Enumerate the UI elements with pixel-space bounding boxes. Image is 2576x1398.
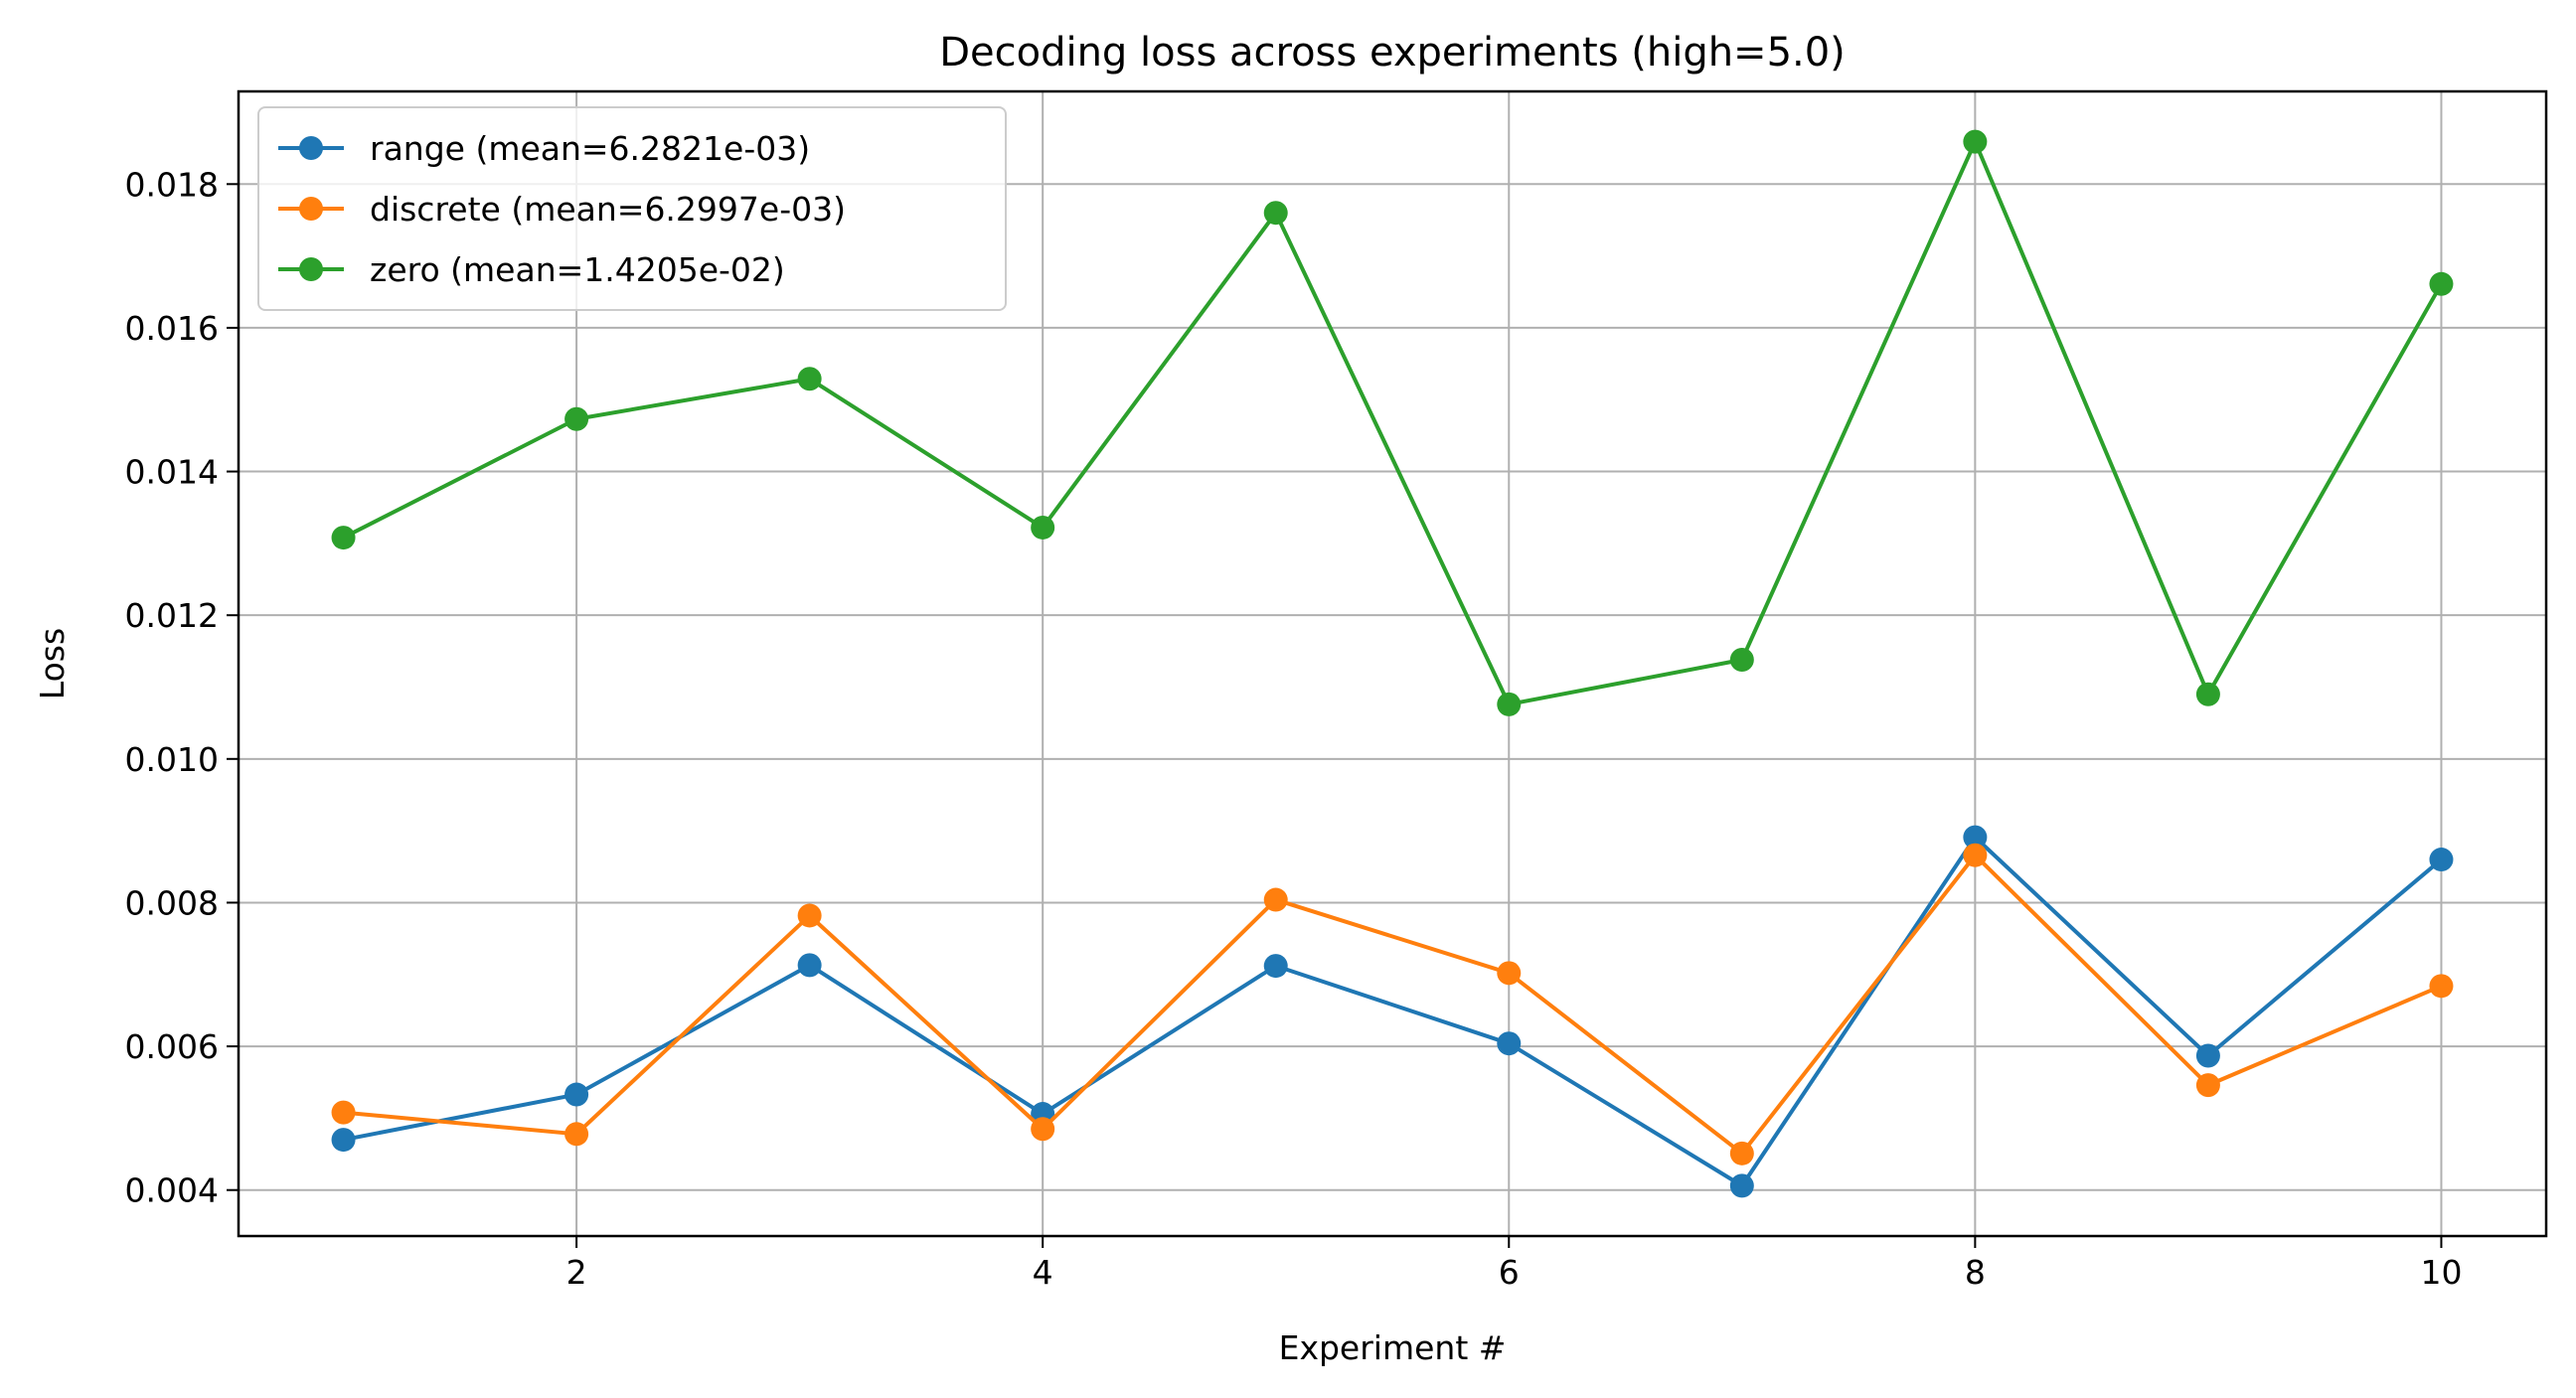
legend-marker (299, 197, 323, 221)
data-point (1729, 648, 1754, 673)
x-axis-label: Experiment # (1279, 1328, 1507, 1367)
y-tick-label: 0.016 (125, 309, 219, 348)
y-tick-label: 0.010 (125, 740, 219, 779)
y-axis: 0.004 0.006 0.008 0.010 0.012 0.014 0.016 0.018 (125, 165, 239, 1210)
x-tick-label: 2 (566, 1253, 587, 1292)
legend-item: discrete (mean=6.2997e-03) (278, 190, 846, 229)
data-point (1963, 843, 1988, 867)
data-point (564, 1082, 589, 1107)
data-point (2429, 848, 2454, 872)
series-lines (331, 129, 2454, 1198)
data-point (331, 1100, 356, 1125)
data-point (1963, 825, 1988, 850)
data-point (1263, 954, 1288, 979)
data-point (2195, 1073, 2220, 1098)
y-tick-label: 0.014 (125, 453, 219, 492)
data-point (331, 526, 356, 550)
legend-label: range (mean=6.2821e-03) (370, 129, 810, 168)
legend-item: zero (mean=1.4205e-02) (278, 250, 785, 289)
data-point (1497, 692, 1522, 716)
data-point (2429, 271, 2454, 296)
y-axis-label: Loss (33, 628, 72, 699)
data-point (331, 1128, 356, 1153)
x-tick-label: 4 (1033, 1253, 1053, 1292)
y-tick-label: 0.018 (125, 165, 219, 204)
legend: range (mean=6.2821e-03) discrete (mean=6.… (257, 106, 1007, 311)
series-0 (331, 825, 2454, 1198)
series-line (342, 139, 2444, 706)
y-tick-label: 0.004 (125, 1171, 219, 1210)
data-point (2429, 974, 2454, 999)
data-point (564, 1122, 589, 1147)
data-point (1263, 887, 1288, 912)
grid (239, 91, 2546, 1236)
data-point (1031, 515, 1055, 540)
data-point (1729, 1173, 1754, 1198)
data-point (797, 953, 822, 978)
data-point (1963, 129, 1988, 154)
data-point (1729, 1141, 1754, 1165)
series-1 (331, 843, 2454, 1165)
series-line (343, 835, 2443, 1188)
legend-box (257, 106, 1007, 311)
legend-label: discrete (mean=6.2997e-03) (370, 190, 846, 229)
data-point (1497, 1031, 1522, 1056)
y-tick-label: 0.006 (125, 1027, 219, 1066)
x-tick-label: 8 (1965, 1253, 1986, 1292)
plot-frame (237, 89, 2548, 1238)
data-point (2195, 682, 2220, 706)
x-tick-label: 10 (2420, 1253, 2462, 1292)
data-point (2195, 1043, 2220, 1068)
data-point (1497, 961, 1522, 986)
legend-label: zero (mean=1.4205e-02) (370, 250, 785, 289)
series-line (343, 853, 2443, 1156)
y-tick-label: 0.012 (125, 596, 219, 635)
data-point (797, 367, 822, 391)
x-tick-label: 6 (1499, 1253, 1520, 1292)
legend-marker (299, 136, 323, 160)
legend-marker (299, 257, 323, 281)
data-point (1263, 201, 1288, 226)
legend-item: range (mean=6.2821e-03) (278, 129, 810, 168)
y-tick-label: 0.008 (125, 883, 219, 922)
chart-title: Decoding loss across experiments (high=5… (939, 30, 1846, 76)
data-point (1031, 1117, 1055, 1142)
x-axis: 2 4 6 8 10 (566, 1236, 2462, 1292)
data-point (797, 903, 822, 928)
series-2 (331, 129, 2454, 716)
data-point (564, 406, 589, 431)
